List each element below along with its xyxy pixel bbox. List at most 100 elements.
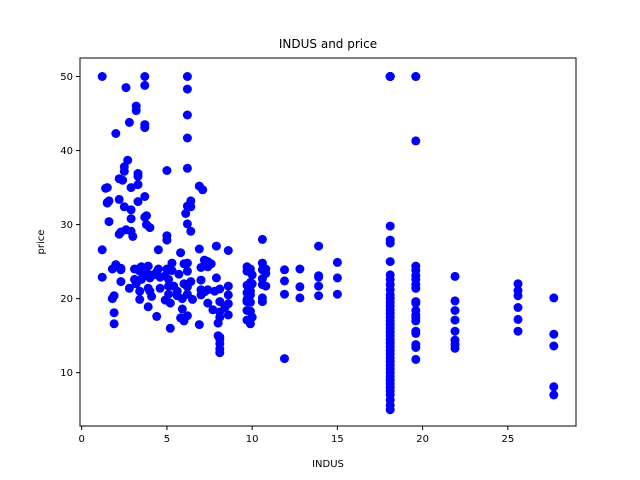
data-point (247, 312, 257, 322)
y-tick-label: 40 (60, 146, 73, 157)
x-tick-label: 5 (164, 434, 170, 445)
data-point (223, 281, 233, 291)
data-point (549, 390, 559, 400)
x-axis: 0 5 10 15 20 25 (79, 426, 514, 445)
data-point (131, 101, 141, 111)
data-point (142, 211, 151, 221)
data-point (135, 294, 145, 304)
data-point (411, 354, 421, 364)
data-point (109, 291, 119, 301)
data-point (261, 269, 271, 278)
data-point (223, 290, 233, 300)
data-point (143, 261, 153, 271)
data-point (247, 279, 257, 289)
data-point (295, 264, 305, 274)
data-point (450, 306, 460, 315)
data-point (143, 302, 153, 312)
data-point (102, 183, 112, 193)
data-point (261, 281, 271, 291)
data-point (450, 296, 460, 306)
data-point (167, 266, 177, 275)
data-point (186, 226, 196, 236)
data-point (182, 84, 192, 94)
data-point (450, 326, 460, 336)
data-point (97, 272, 107, 282)
data-point (155, 283, 165, 293)
data-point (165, 298, 175, 308)
data-point (147, 291, 157, 301)
data-point (549, 341, 559, 351)
data-point (196, 263, 206, 272)
data-point (135, 286, 145, 296)
data-point (385, 221, 395, 231)
data-point (186, 202, 196, 212)
data-point (126, 205, 136, 215)
data-point (211, 273, 221, 283)
data-point (198, 185, 208, 195)
data-point (257, 297, 267, 307)
data-point (245, 297, 255, 307)
data-point (162, 235, 172, 245)
data-point (385, 72, 395, 81)
chart-title: INDUS and price (279, 37, 377, 51)
data-point (411, 328, 421, 338)
data-point (116, 277, 126, 287)
data-point (513, 314, 523, 324)
data-point (114, 194, 124, 204)
data-point (223, 246, 233, 255)
data-point (172, 286, 182, 296)
data-point (126, 214, 136, 224)
data-point (124, 283, 134, 293)
data-point (385, 257, 395, 267)
x-tick-label: 10 (246, 434, 259, 445)
data-point (182, 72, 192, 81)
data-point (133, 169, 143, 178)
data-point (104, 196, 114, 206)
data-point (280, 354, 289, 364)
data-point (295, 282, 305, 292)
data-point (97, 72, 107, 81)
x-tick-label: 25 (501, 434, 514, 445)
data-point (223, 310, 233, 320)
data-point (145, 223, 155, 233)
data-point (109, 308, 119, 318)
data-point (104, 217, 114, 227)
data-point (119, 202, 129, 212)
data-point (245, 290, 255, 300)
data-point (181, 209, 191, 218)
data-point (182, 311, 192, 321)
data-point (133, 197, 143, 207)
data-point (280, 276, 289, 286)
y-tick-label: 30 (60, 220, 73, 231)
data-point (215, 284, 225, 294)
data-point (140, 72, 150, 81)
data-point (450, 343, 460, 353)
y-tick-label: 10 (60, 368, 73, 379)
data-point (164, 289, 174, 299)
data-point (167, 258, 177, 268)
data-point (411, 316, 421, 326)
data-point (247, 270, 257, 280)
data-point (411, 136, 421, 146)
data-point (203, 298, 213, 308)
data-point (118, 175, 128, 185)
data-point (164, 274, 174, 284)
data-point (280, 265, 289, 275)
data-point (123, 155, 133, 165)
y-tick-label: 50 (60, 72, 73, 83)
data-point (215, 297, 225, 307)
y-tick-label: 20 (60, 294, 73, 305)
data-point (188, 294, 197, 304)
data-point (182, 219, 192, 229)
data-point (121, 83, 131, 93)
data-point (194, 320, 204, 330)
data-point (182, 258, 192, 268)
x-tick-label: 20 (416, 434, 429, 445)
data-point (165, 323, 175, 333)
data-point (295, 293, 305, 303)
y-axis-label: price (36, 230, 47, 255)
plot-frame (79, 57, 577, 427)
data-point (280, 289, 289, 299)
data-point (140, 123, 150, 133)
